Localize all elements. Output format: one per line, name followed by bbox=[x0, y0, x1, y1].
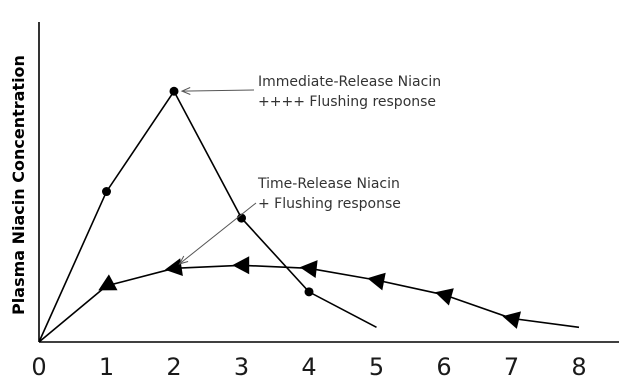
x-tick-label: 8 bbox=[571, 353, 586, 381]
series-2-line bbox=[38, 264, 580, 343]
series-2-point bbox=[367, 272, 386, 291]
series-1-point bbox=[304, 287, 314, 297]
series-2-point bbox=[232, 256, 250, 275]
annotation-2-line-2: + Flushing response bbox=[258, 196, 401, 212]
y-axis-label-group: Plasma Niacin Concentration bbox=[9, 55, 28, 315]
series-2-point bbox=[435, 288, 454, 306]
annotation-2-pointer bbox=[179, 202, 257, 265]
annotations: Immediate-Release Niacin ++++ Flushing re… bbox=[178, 74, 441, 265]
x-tick-label: 3 bbox=[234, 353, 249, 381]
annotation-2: Time-Release Niacin + Flushing response bbox=[178, 176, 401, 265]
annotation-2-arrowhead bbox=[178, 255, 189, 265]
series-1-point bbox=[102, 187, 111, 197]
series-layer bbox=[38, 86, 580, 343]
series-1-line bbox=[38, 89, 377, 343]
x-tick-label: 4 bbox=[301, 353, 316, 381]
x-tick-label: 2 bbox=[166, 353, 181, 381]
series-2 bbox=[38, 256, 580, 343]
annotation-1-pointer bbox=[181, 89, 255, 92]
x-tick-label: 1 bbox=[99, 353, 114, 381]
x-tick-label: 7 bbox=[504, 353, 519, 381]
y-axis-label: Plasma Niacin Concentration bbox=[9, 55, 28, 315]
x-tick-label: 0 bbox=[31, 353, 46, 381]
series-1-point bbox=[169, 86, 179, 96]
annotation-1-line-2: ++++ Flushing response bbox=[258, 94, 436, 110]
series-1 bbox=[38, 86, 377, 343]
annotation-1-arrowhead bbox=[180, 87, 191, 95]
series-2-point bbox=[98, 274, 118, 291]
series-2-point bbox=[299, 260, 318, 278]
series-2-point bbox=[164, 258, 183, 276]
series-2-point bbox=[502, 311, 521, 329]
annotation-1-line-1: Immediate-Release Niacin bbox=[258, 74, 441, 90]
x-tick-labels: 0 1 2 3 4 5 6 7 8 bbox=[31, 353, 586, 381]
x-tick-label: 6 bbox=[436, 353, 451, 381]
x-tick-label: 5 bbox=[369, 353, 384, 381]
annotation-2-line-1: Time-Release Niacin bbox=[257, 176, 400, 192]
annotation-1: Immediate-Release Niacin ++++ Flushing re… bbox=[180, 74, 441, 110]
